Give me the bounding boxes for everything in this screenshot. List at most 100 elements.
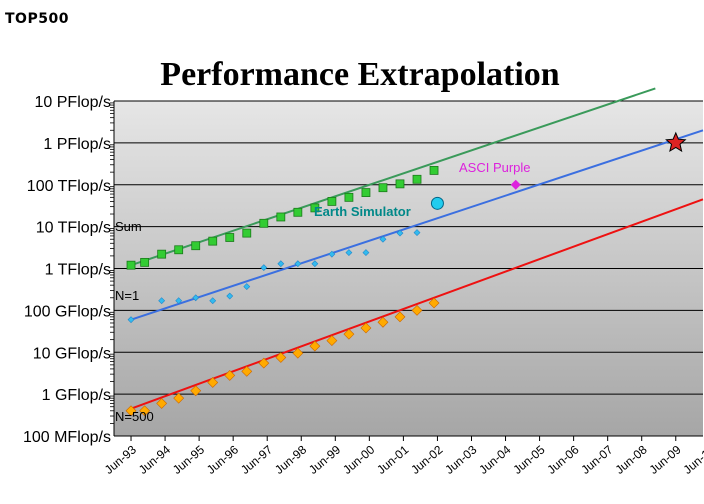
data-point	[345, 249, 353, 257]
data-point	[158, 297, 166, 305]
y-axis-ticks: 100 MFlop/s 1 GFlop/s 10 GFlop/s 100 GFlop/…	[23, 94, 114, 446]
data-point	[277, 260, 285, 268]
data-point	[428, 297, 440, 309]
x-tick-label: Jun-95	[170, 442, 207, 477]
data-point	[292, 347, 304, 359]
data-point	[327, 197, 337, 206]
data-point	[259, 218, 269, 228]
series-label-n500: N=500	[115, 409, 154, 424]
y-tick-label: 1 TFlop/s	[45, 262, 111, 279]
y-tick-label: 100 GFlop/s	[24, 303, 111, 320]
y-tick-label: 10 GFlop/s	[33, 345, 111, 362]
data-point	[377, 316, 389, 328]
x-axis-ticks: Jun-93Jun-94Jun-95Jun-96Jun-97Jun-98Jun-…	[102, 436, 704, 477]
data-point	[396, 229, 404, 237]
x-tick-label: Jun-01	[374, 442, 411, 477]
data-point	[157, 249, 167, 259]
data-point	[192, 294, 200, 302]
x-tick-label: Jun-06	[544, 442, 581, 477]
data-point	[190, 385, 202, 397]
data-point	[208, 236, 218, 246]
trend-line	[130, 87, 656, 267]
annotation-markers	[430, 131, 687, 210]
data-point	[139, 405, 151, 417]
data-point	[127, 316, 135, 324]
data-point	[175, 297, 183, 305]
y-tick-label: 10 TFlop/s	[36, 220, 111, 237]
data-point	[309, 340, 321, 352]
series-label-sum: Sum	[115, 219, 142, 234]
data-point	[344, 192, 354, 202]
x-tick-label: Jun-98	[272, 442, 309, 477]
x-tick-label: Jun-99	[306, 442, 343, 477]
data-point	[294, 260, 302, 268]
data-point	[326, 335, 338, 347]
data-point	[411, 304, 423, 316]
x-tick-label: Jun-07	[578, 442, 615, 477]
x-tick-label: Jun-97	[238, 442, 275, 477]
data-point	[413, 229, 421, 237]
data-point	[311, 260, 319, 268]
asci-purple-marker	[510, 179, 521, 190]
data-point	[140, 257, 150, 267]
data-point	[207, 377, 219, 388]
data-points	[125, 166, 440, 417]
data-point	[225, 233, 235, 242]
data-point	[395, 179, 405, 189]
data-point	[258, 357, 270, 369]
data-point	[241, 365, 253, 377]
data-point	[276, 212, 286, 222]
data-point	[361, 188, 371, 197]
y-tick-label: 1 PFlop/s	[43, 136, 111, 153]
data-point	[343, 328, 355, 340]
data-point	[362, 249, 370, 257]
data-point	[378, 183, 388, 193]
x-tick-label: Jun-94	[136, 442, 173, 477]
data-point	[275, 352, 287, 363]
data-point	[429, 166, 439, 175]
annotation-asci-purple: ASCI Purple	[459, 160, 531, 175]
x-tick-label: Jun-00	[340, 442, 377, 477]
x-tick-label: Jun-96	[204, 442, 241, 477]
data-point	[310, 203, 320, 213]
x-tick-label: Jun-04	[476, 442, 513, 477]
data-point	[360, 322, 372, 334]
data-point	[209, 297, 217, 305]
data-point	[224, 369, 236, 381]
data-point	[191, 241, 201, 251]
series-label-n1: N=1	[115, 288, 139, 303]
logo: TOP500	[5, 11, 69, 27]
earth-simulator-marker	[430, 196, 444, 210]
grid	[114, 100, 703, 395]
x-tick-label: Jun-93	[102, 442, 139, 477]
data-point	[242, 228, 252, 238]
annotation-earth-simulator: Earth Simulator	[314, 204, 411, 219]
y-tick-label: 100 MFlop/s	[23, 429, 111, 446]
data-point	[226, 292, 234, 300]
y-tick-label: 10 PFlop/s	[35, 94, 111, 111]
x-tick-label: Jun-05	[510, 442, 547, 477]
data-point	[394, 311, 406, 323]
data-point	[126, 260, 136, 270]
data-point	[243, 283, 251, 291]
data-point	[260, 264, 268, 272]
data-point	[174, 245, 184, 255]
y-tick-label: 100 TFlop/s	[27, 178, 111, 195]
x-tick-label: Jun-09	[647, 442, 684, 477]
x-tick-label: Jun-08	[613, 442, 650, 477]
data-point	[173, 392, 185, 404]
y-tick-label: 1 GFlop/s	[42, 387, 111, 404]
x-tick-label: Jun-10	[681, 442, 704, 477]
data-point	[293, 207, 303, 217]
data-point	[156, 397, 168, 409]
data-point	[379, 235, 387, 243]
trend-line	[130, 129, 704, 321]
x-tick-label: Jun-02	[408, 442, 445, 477]
data-point	[328, 250, 336, 258]
data-point	[412, 174, 422, 184]
data-point	[125, 405, 137, 417]
x-tick-label: Jun-03	[442, 442, 479, 477]
chart-title: Performance Extrapolation	[160, 56, 559, 93]
star-marker	[665, 131, 687, 153]
